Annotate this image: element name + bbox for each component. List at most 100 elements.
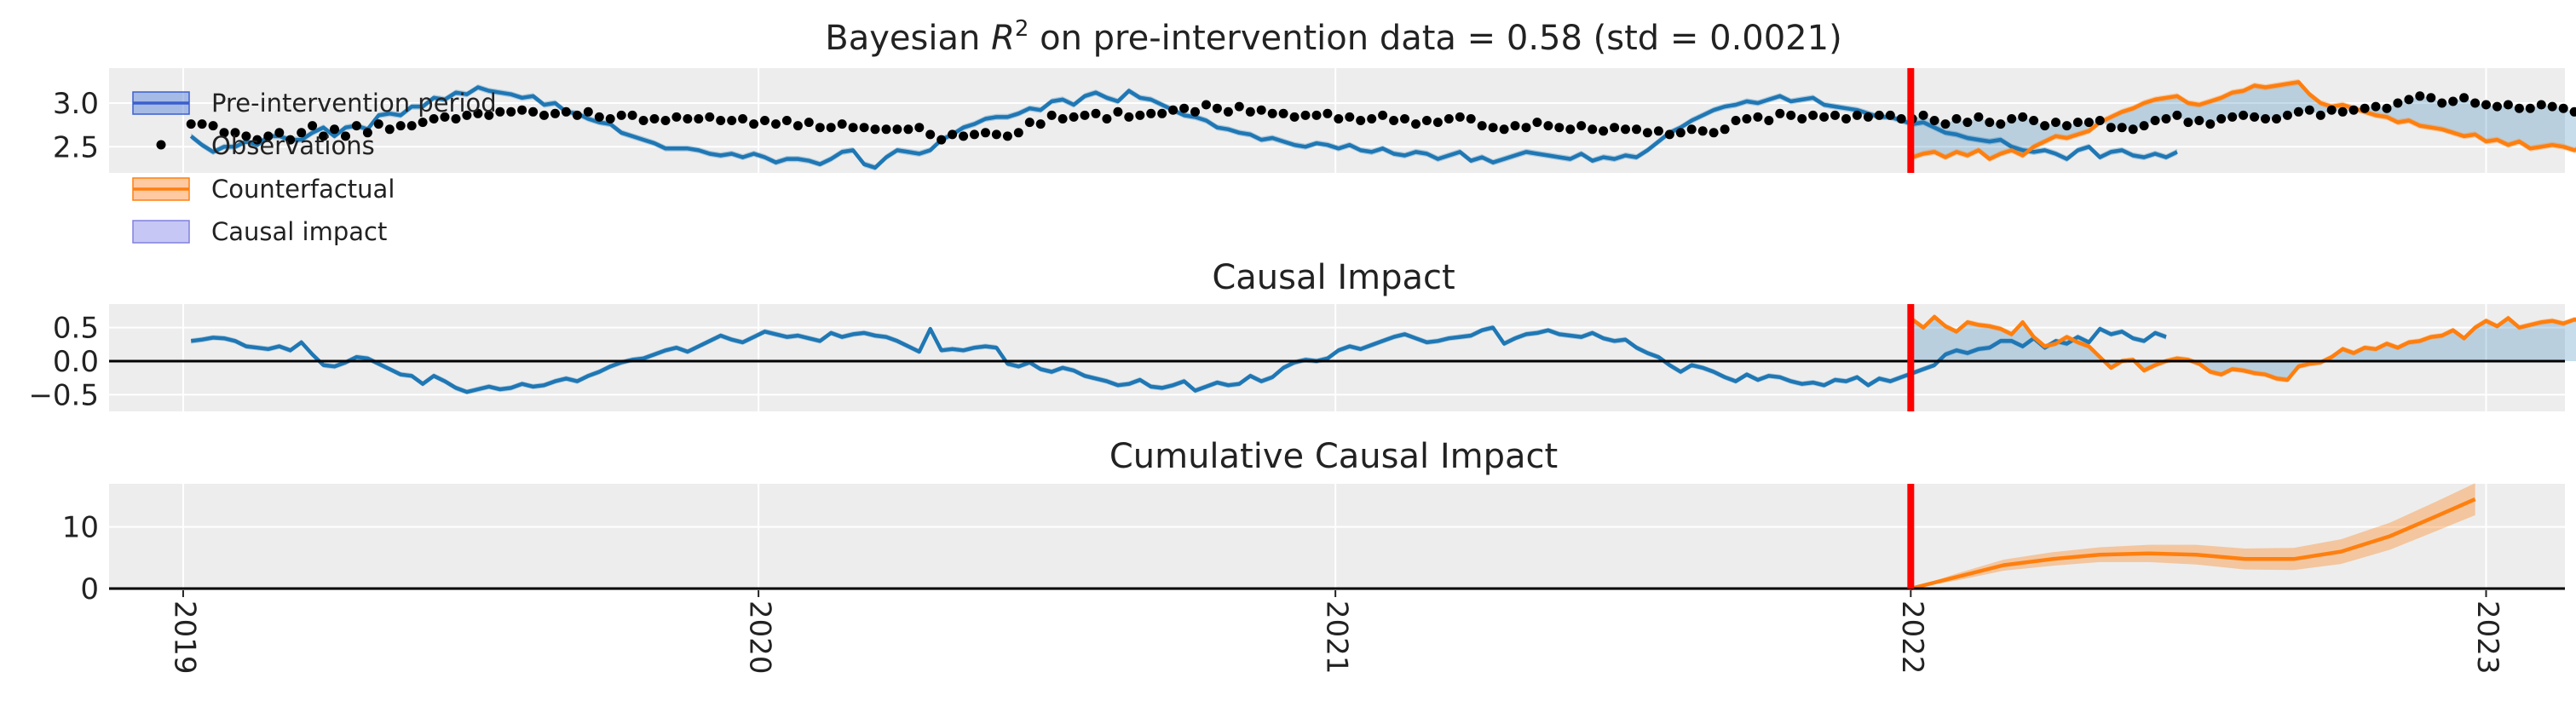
observation-point (1024, 118, 1034, 128)
observation-point (1289, 112, 1300, 122)
observation-point (308, 121, 318, 131)
observation-point (484, 110, 494, 120)
observation-point (2337, 106, 2348, 117)
observation-point (506, 106, 516, 117)
panel2-background (109, 304, 2565, 411)
observation-point (749, 119, 759, 129)
observation-point (2040, 121, 2050, 131)
observation-point (2481, 100, 2491, 110)
observation-point (2415, 91, 2425, 101)
observation-point (274, 128, 285, 138)
observation-point (1565, 124, 1576, 135)
observation-point (792, 121, 803, 131)
observation-point (297, 128, 307, 138)
observation-point (870, 124, 880, 135)
observation-point (2437, 98, 2447, 108)
observation-point (2161, 114, 2171, 124)
observation-point (1300, 110, 1311, 120)
cumulative-impact-line (1910, 497, 2476, 591)
observation-point (2172, 110, 2182, 120)
y-tick-label: 3.0 (53, 87, 99, 121)
legend-item-pre-intervention: Pre-intervention period (132, 89, 497, 118)
y-tick-label: 0 (80, 572, 99, 606)
observation-point (2007, 114, 2017, 124)
counterfactual-line (1910, 314, 2576, 382)
observation-point (914, 123, 925, 133)
observation-point (970, 129, 979, 140)
observation-point (1157, 108, 1167, 118)
observation-point (2062, 121, 2072, 131)
observation-point (230, 128, 240, 138)
observation-point (981, 128, 990, 138)
observation-point (1709, 128, 1719, 138)
observation-point (319, 131, 329, 141)
legend: Pre-intervention period Observations Cou… (132, 89, 497, 246)
observation-point (881, 124, 891, 135)
observation-point (627, 110, 637, 120)
panel1-series-lines (189, 80, 2576, 170)
observation-point (1731, 116, 1741, 125)
observation-point (616, 110, 626, 120)
observation-point (2282, 110, 2292, 120)
observation-point (1411, 119, 1421, 129)
observation-point (2470, 98, 2481, 108)
pre-intervention-band (191, 325, 2167, 395)
legend-item-counterfactual: Counterfactual (132, 175, 395, 204)
observation-point (892, 124, 902, 135)
observation-point (1389, 116, 1399, 125)
observation-point (2227, 112, 2238, 122)
observation-point (1400, 114, 1409, 124)
x-tick-label: 2021 (1320, 600, 1354, 675)
observation-point (1202, 100, 1211, 110)
observation-point (1962, 118, 1973, 128)
observation-point (1841, 114, 1851, 124)
observation-point (925, 129, 936, 140)
observation-point (406, 121, 417, 131)
observation-point (1477, 121, 1487, 131)
observation-point (1808, 110, 1818, 120)
observation-point (2382, 103, 2392, 113)
observation-point (572, 110, 582, 120)
cumulative-band (1910, 483, 2475, 589)
panel2-y-tick-labels: −0.50.00.5 (28, 312, 99, 413)
observation-point (2558, 103, 2568, 113)
observation-point (1720, 124, 1730, 135)
panel3-title: Cumulative Causal Impact (1109, 437, 1558, 476)
observation-point (219, 128, 229, 138)
observation-point (1488, 123, 1498, 133)
observation-point (594, 112, 604, 122)
observation-point (2239, 110, 2249, 120)
observation-point (2051, 118, 2060, 128)
observation-point (197, 119, 207, 129)
x-tick-label: 2020 (743, 600, 777, 675)
observation-point (1046, 110, 1057, 120)
panel3-series-line (1910, 497, 2476, 591)
observation-point (1588, 124, 1598, 135)
observation-point (384, 124, 395, 135)
panel1-observations (186, 91, 2576, 145)
panel3-background (109, 484, 2565, 589)
observation-point (2205, 119, 2216, 129)
observation-point (1256, 105, 1266, 115)
observation-point (1929, 116, 1939, 125)
observation-point (2448, 96, 2458, 106)
observation-point (1168, 105, 1179, 115)
x-tick-label: 2022 (1895, 600, 1929, 675)
observation-point (1753, 112, 1763, 122)
observation-point (1091, 108, 1101, 118)
observation-point (848, 123, 858, 133)
observation-point (1852, 110, 1862, 120)
observation-point (2492, 101, 2502, 112)
counterfactual-line (1911, 80, 2576, 161)
observation-point (1686, 124, 1697, 135)
observation-point (1521, 123, 1531, 133)
legend-label-observations: Observations (211, 131, 375, 160)
observation-point (2261, 114, 2270, 124)
observation-point (1057, 114, 1068, 124)
observation-point (1234, 101, 1244, 112)
observation-point (241, 131, 251, 141)
observation-point (1510, 121, 1520, 131)
observation-point (1742, 114, 1752, 124)
observation-point (2569, 106, 2576, 117)
